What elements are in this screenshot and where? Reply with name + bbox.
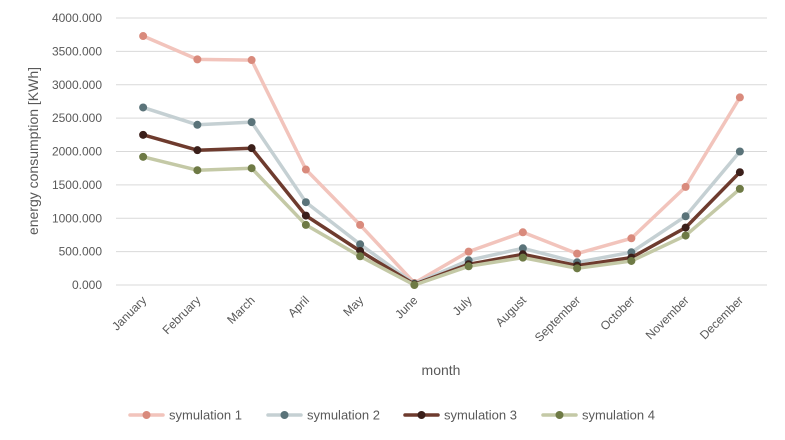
- legend-marker: [417, 411, 426, 419]
- legend-marker: [142, 411, 151, 419]
- legend-label: symulation 4: [582, 408, 655, 423]
- y-axis-ticks: 0.000 500.000 1000.000 1500.000 2000.000 2500…: [52, 11, 102, 292]
- series-1: [139, 32, 744, 287]
- data-point: [735, 147, 744, 156]
- data-point: [681, 182, 690, 191]
- x-tick-label: May: [340, 293, 366, 319]
- legend-item-3: symulation 3: [403, 408, 517, 423]
- x-tick-label: October: [597, 293, 637, 333]
- data-point: [193, 55, 202, 64]
- data-point: [681, 231, 690, 240]
- legend-item-1: symulation 1: [128, 408, 242, 423]
- data-point: [247, 56, 256, 65]
- data-point: [301, 220, 310, 229]
- series-line: [141, 133, 742, 287]
- data-point: [735, 93, 744, 102]
- data-point: [356, 220, 365, 229]
- y-tick-label: 3500.000: [52, 44, 102, 58]
- legend-label: symulation 3: [444, 408, 517, 423]
- x-tick-label: February: [160, 293, 204, 337]
- data-point: [193, 120, 202, 129]
- y-tick-label: 2000.000: [52, 145, 102, 159]
- data-point: [627, 256, 636, 265]
- series-line: [141, 105, 742, 286]
- legend-item-4: symulation 4: [541, 408, 655, 423]
- series-3: [139, 130, 744, 289]
- series-4: [139, 152, 744, 289]
- gridlines: [116, 17, 767, 286]
- data-point: [464, 247, 473, 256]
- y-tick-label: 0.000: [72, 278, 102, 292]
- data-point: [139, 103, 148, 112]
- data-point: [681, 223, 690, 232]
- series-line: [141, 155, 742, 287]
- y-tick-label: 500.000: [59, 245, 103, 259]
- legend-marker: [280, 411, 289, 419]
- data-point: [301, 198, 310, 207]
- series-line: [141, 34, 742, 285]
- data-point: [518, 244, 527, 253]
- data-point: [573, 249, 582, 258]
- x-tick-label: March: [224, 293, 257, 326]
- legend: symulation 1 symulation 2 symulation 3 symu…: [128, 408, 655, 423]
- y-axis-title: energy consumption [KWh]: [25, 67, 41, 235]
- data-point: [735, 184, 744, 193]
- data-point: [410, 281, 419, 289]
- data-point: [139, 32, 148, 41]
- x-tick-label: November: [643, 293, 692, 342]
- legend-label: symulation 1: [169, 408, 242, 423]
- data-point: [301, 165, 310, 174]
- y-tick-label: 4000.000: [52, 11, 102, 25]
- data-point: [247, 118, 256, 127]
- data-point: [356, 252, 365, 261]
- data-point: [139, 152, 148, 161]
- x-axis-ticks: January February March April May June July Augu…: [109, 293, 746, 345]
- series-group: [139, 32, 744, 289]
- data-point: [301, 211, 310, 220]
- y-tick-label: 3000.000: [52, 78, 102, 92]
- x-tick-label: August: [493, 293, 530, 330]
- x-tick-label: July: [450, 293, 475, 318]
- data-point: [193, 166, 202, 175]
- data-point: [139, 130, 148, 139]
- legend-label: symulation 2: [307, 408, 380, 423]
- series-2: [139, 103, 744, 288]
- x-tick-label: December: [697, 293, 746, 342]
- x-tick-label: September: [532, 293, 583, 344]
- x-tick-label: April: [285, 293, 312, 320]
- data-point: [518, 228, 527, 237]
- data-point: [193, 146, 202, 155]
- data-point: [247, 144, 256, 153]
- data-point: [627, 234, 636, 243]
- data-point: [573, 264, 582, 273]
- legend-item-2: symulation 2: [266, 408, 380, 423]
- data-point: [356, 240, 365, 249]
- legend-marker: [555, 411, 564, 419]
- data-point: [735, 168, 744, 177]
- y-tick-label: 1500.000: [52, 178, 102, 192]
- y-tick-label: 2500.000: [52, 111, 102, 125]
- data-point: [464, 262, 473, 271]
- data-point: [518, 253, 527, 262]
- x-axis-title: month: [422, 362, 461, 378]
- x-tick-label: June: [392, 293, 421, 322]
- data-point: [247, 164, 256, 173]
- y-tick-label: 1000.000: [52, 211, 102, 225]
- data-point: [681, 212, 690, 221]
- x-tick-label: January: [109, 293, 149, 333]
